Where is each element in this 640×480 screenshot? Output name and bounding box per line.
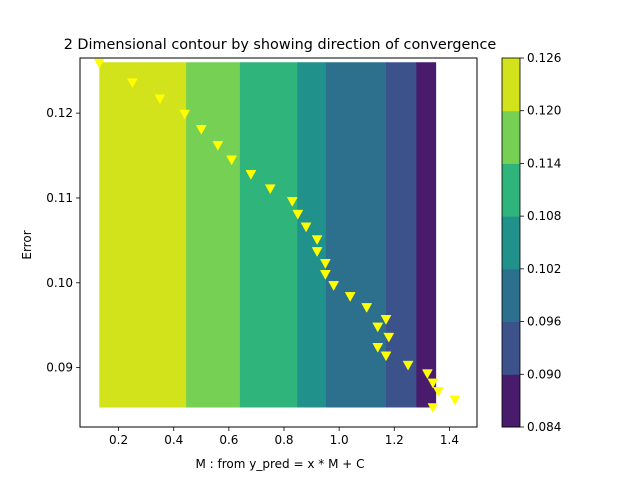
colorbar-segment-3	[502, 216, 520, 270]
x-tick-label: 1.4	[440, 433, 459, 447]
colorbar-tick-label: 0.090	[527, 367, 561, 381]
convergence-marker	[300, 222, 312, 233]
convergence-marker	[126, 78, 138, 89]
contour-band-3	[297, 62, 327, 408]
x-axis: 0.2 0.4 0.6 0.8 1.0 1.2 1.4	[109, 427, 459, 447]
convergence-marker	[361, 303, 373, 313]
y-axis: 0.09 0.10 0.11 0.12	[46, 106, 80, 375]
convergence-marker	[372, 322, 384, 333]
convergence-marker	[179, 109, 191, 120]
contour-band-2	[239, 62, 298, 408]
colorbar-tick-label: 0.120	[527, 104, 561, 118]
colorbar-segment-2	[502, 268, 520, 323]
convergence-marker	[292, 209, 304, 220]
chart-title: 2 Dimensional contour by showing directi…	[64, 37, 497, 53]
convergence-marker	[195, 125, 207, 135]
y-axis-label: Error	[20, 230, 34, 259]
colorbar-tick-label: 0.114	[527, 156, 561, 170]
x-tick-label: 0.8	[274, 433, 293, 447]
plot-area	[79, 57, 478, 428]
convergence-marker	[421, 369, 433, 380]
colorbar-segment-0	[502, 374, 520, 428]
convergence-marker	[93, 58, 105, 69]
x-tick-label: 0.2	[109, 433, 128, 447]
colorbar: 0.084 0.090 0.096 0.102 0.108 0.114 0.120 0.126	[501, 51, 561, 434]
convergence-marker	[264, 184, 276, 195]
colorbar-segment-5	[502, 110, 520, 164]
convergence-marker	[226, 155, 238, 166]
convergence-marker	[319, 270, 331, 280]
convergence-marker	[286, 197, 298, 207]
colorbar-segment-6	[502, 58, 520, 112]
contour-band-6	[416, 62, 437, 408]
colorbar-segment-4	[502, 163, 520, 217]
colorbar-segment-1	[502, 321, 520, 375]
convergence-marker	[427, 403, 439, 414]
convergence-marker	[427, 378, 439, 389]
x-axis-label: M : from y_pred = x * M + C	[196, 457, 365, 471]
convergence-marker	[380, 351, 392, 362]
convergence-marker	[319, 259, 331, 269]
y-tick-label: 0.11	[46, 191, 73, 205]
y-tick-label: 0.12	[46, 106, 73, 120]
contour-band-4	[325, 62, 387, 408]
contour-band-5	[386, 62, 417, 408]
convergence-marker	[328, 281, 340, 291]
convergence-marker	[311, 235, 323, 246]
colorbar-tick-label: 0.096	[527, 315, 561, 329]
contour-band-1	[186, 62, 241, 408]
colorbar-tick-label: 0.102	[527, 262, 561, 276]
x-tick-label: 0.4	[164, 433, 183, 447]
convergence-marker	[449, 395, 461, 406]
x-tick-label: 1.2	[385, 433, 404, 447]
colorbar-tick-label: 0.126	[527, 51, 561, 65]
y-tick-label: 0.09	[46, 361, 73, 375]
convergence-marker	[154, 94, 166, 105]
convergence-marker	[383, 332, 395, 343]
x-tick-label: 0.6	[219, 433, 238, 447]
convergence-marker	[212, 141, 224, 151]
convergence-marker	[245, 169, 257, 180]
y-tick-label: 0.10	[46, 276, 73, 290]
colorbar-tick-label: 0.108	[527, 209, 561, 223]
convergence-marker	[344, 292, 356, 302]
colorbar-tick-label: 0.084	[527, 420, 561, 434]
convergence-marker	[372, 343, 384, 353]
convergence-marker	[311, 247, 323, 257]
convergence-marker	[380, 315, 392, 325]
convergence-marker	[402, 360, 414, 371]
plot-frame	[79, 57, 478, 428]
contour-band-0	[99, 62, 187, 408]
x-tick-label: 1.0	[330, 433, 349, 447]
convergence-marker	[432, 387, 444, 397]
colorbar-frame	[501, 57, 521, 428]
